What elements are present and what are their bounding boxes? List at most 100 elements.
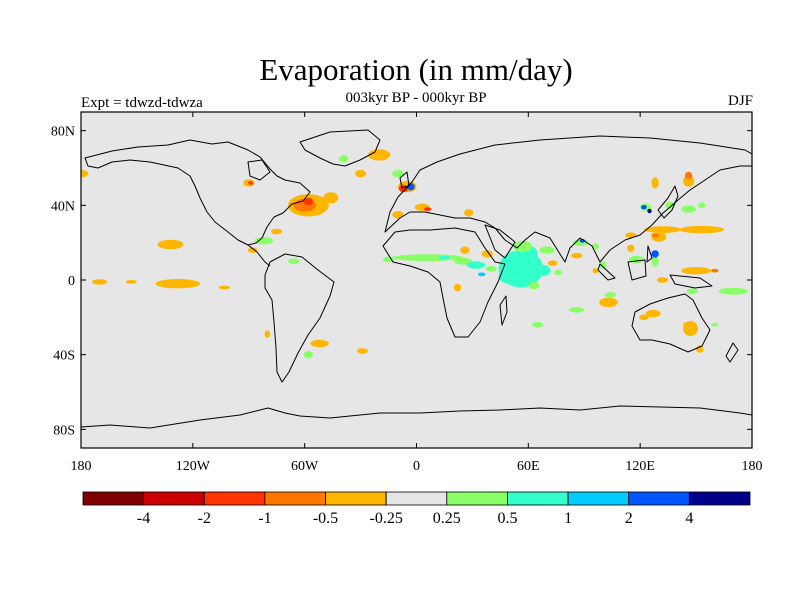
lat-tick-label: 40N [51, 199, 75, 214]
anomaly-patch [681, 267, 711, 275]
anomaly-patch [382, 256, 395, 263]
anomaly-patch [656, 277, 669, 283]
experiment-label: Expt = tdwzd-tdwza [81, 95, 203, 111]
anomaly-patch [264, 330, 271, 338]
anomaly-patch [247, 247, 258, 253]
anomaly-patch [535, 265, 551, 277]
colorbar: -4 -2 -1 -0.5 -0.25 0.25 0.5 1 2 4 [82, 491, 751, 527]
anomaly-patch [339, 155, 349, 163]
anomaly-patch [303, 197, 314, 206]
anomaly-patch [323, 192, 339, 204]
coast-arabia [484, 224, 516, 259]
colorbar-label: 0.5 [498, 510, 518, 527]
colorbar-swatch [507, 491, 569, 506]
anomaly-patch [579, 238, 586, 243]
anomaly-patch [711, 322, 719, 327]
colorbar-swatch [689, 491, 751, 506]
anomaly-patch [254, 237, 273, 245]
anomaly-layer [81, 149, 749, 359]
colorbar-label: -2 [198, 510, 211, 527]
anomaly-patch [528, 281, 540, 290]
anomaly-patch [392, 211, 404, 219]
map-axes: 80N 40N 0 40S 80S 180 120W 60W 0 60E 120E 180 [51, 112, 763, 474]
lat-tick-label: 80N [51, 125, 75, 140]
anomaly-patch [81, 169, 89, 178]
anomaly-patch [679, 225, 725, 234]
coast-japan [657, 185, 679, 219]
anomaly-patch [599, 261, 607, 269]
anomaly-patch [453, 283, 462, 292]
colorbar-label: -0.25 [370, 510, 403, 527]
season-label: DJF [727, 93, 753, 109]
colorbar-label: -0.5 [313, 510, 338, 527]
anomaly-patch [453, 257, 473, 265]
lon-tick-label: 60W [291, 459, 319, 474]
anomaly-patch [718, 287, 749, 295]
coast-africa [382, 227, 506, 338]
anomaly-patch [604, 292, 616, 298]
anomaly-patch [485, 266, 497, 272]
lon-tick-label: 0 [413, 459, 420, 474]
colorbar-label: -1 [258, 510, 271, 527]
colorbar-swatch [264, 491, 326, 506]
anomaly-patch [698, 202, 706, 209]
colorbar-swatch [385, 491, 448, 506]
anomaly-patch [651, 250, 659, 258]
anomaly-patch [310, 339, 329, 348]
colorbar-swatch [82, 491, 144, 506]
coast-new-guinea [669, 274, 713, 289]
lon-tick-label: 180 [71, 459, 92, 474]
anomaly-patch [639, 314, 649, 321]
anomaly-patch [686, 288, 699, 295]
anomaly-patch [554, 269, 562, 276]
colorbar-label: 0.25 [433, 510, 461, 527]
anomaly-patch [647, 208, 652, 214]
anomaly-patch [651, 255, 659, 267]
lon-tick-label: 180 [742, 459, 763, 474]
coast-madagascar [499, 295, 508, 326]
anomaly-patch [547, 260, 558, 267]
anomaly-patch [592, 267, 599, 274]
anomaly-patch [478, 272, 486, 277]
anomaly-patch [356, 348, 368, 354]
anomaly-patch [157, 239, 184, 250]
coast-philippines [646, 245, 653, 263]
anomaly-patch [271, 228, 283, 235]
coast-south-america [264, 253, 335, 383]
anomaly-patch [303, 351, 314, 359]
coast-eurasia [384, 135, 752, 263]
anomaly-patch [513, 240, 532, 252]
coast-borneo [627, 259, 647, 281]
anomaly-patch [464, 209, 474, 217]
lon-tick-label: 60E [517, 459, 540, 474]
anomaly-patch [683, 322, 691, 328]
anomaly-patch [218, 285, 231, 290]
anomaly-patch [248, 181, 254, 185]
anomaly-patch [571, 252, 583, 259]
anomaly-patch [643, 226, 682, 234]
anomaly-patch [155, 279, 201, 289]
anomaly-patch [599, 297, 618, 308]
coastlines [81, 129, 752, 429]
anomaly-patch [392, 169, 404, 178]
anomaly-patch [498, 268, 521, 284]
coast-britain [399, 171, 410, 189]
anomaly-patch [681, 205, 697, 213]
anomaly-patch [539, 246, 555, 254]
colorbar-swatch [203, 491, 266, 506]
anomaly-patch [684, 171, 693, 180]
anomaly-patch [645, 309, 661, 318]
anomaly-patch [591, 243, 600, 250]
lat-tick-label: 40S [53, 349, 75, 364]
lon-tick-label: 120W [176, 459, 211, 474]
anomaly-patch [651, 233, 659, 238]
anomaly-patch [711, 268, 719, 273]
figure-title: Evaporation (in mm/day) [259, 52, 573, 87]
anomaly-patch [627, 244, 635, 252]
coast-hudson-bay [247, 159, 271, 181]
anomaly-patch [424, 207, 432, 212]
coast-sumatra [597, 263, 616, 281]
anomaly-patch [466, 261, 486, 269]
anomaly-patch [683, 175, 695, 187]
